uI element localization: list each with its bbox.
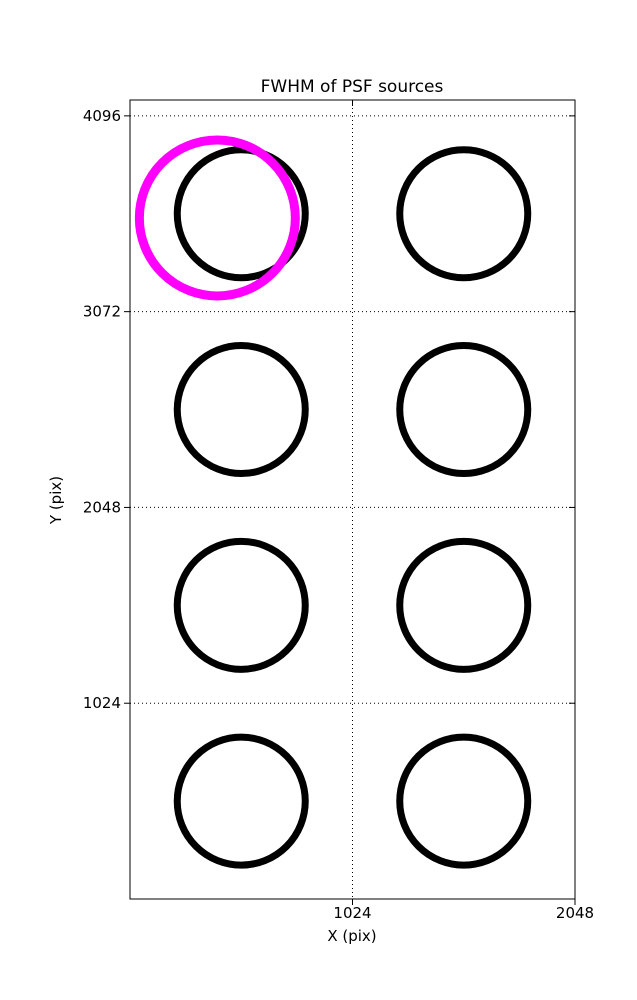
psf-sources-marker [396,146,532,282]
psf-sources-marker [396,342,532,478]
psf-sources-marker [173,146,309,282]
y-tick-label: 1024 [83,694,121,712]
psf-sources-marker [173,537,309,673]
gridlines [130,100,576,899]
x-axis-label: X (pix) [327,927,376,945]
psf-sources-marker [396,733,532,869]
y-tick-label: 3072 [83,303,121,321]
psf-sources-marker [173,342,309,478]
plot-frame [129,99,576,900]
axis-ticks: 1024 2048 1024 2048 3072 4096 [83,100,594,922]
highlighted-source-marker [134,135,300,301]
psf-sources-marker [396,537,532,673]
y-tick-label: 4096 [83,107,121,125]
x-tick-label: 1024 [333,904,371,922]
y-tick-label: 2048 [83,498,121,516]
chart-title: FWHM of PSF sources [261,77,444,97]
x-tick-label: 2048 [556,904,594,922]
y-axis-label: Y (pix) [47,476,65,525]
psf-sources-marker [173,733,309,869]
data-markers [134,135,532,869]
